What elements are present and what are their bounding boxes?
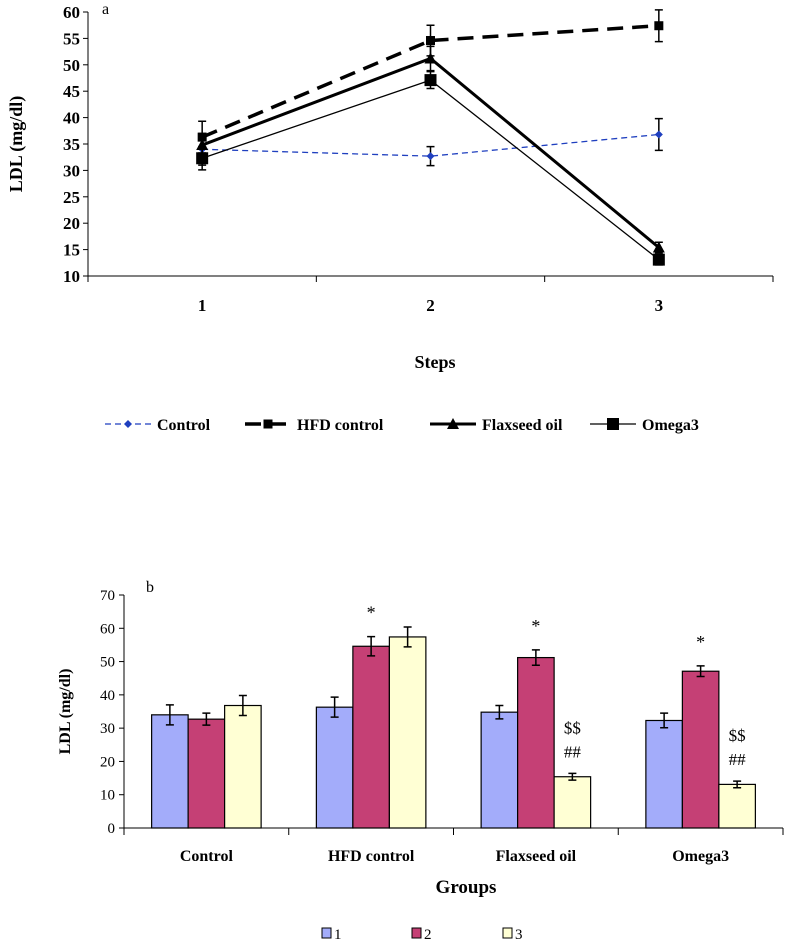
y-tick-label: 45 xyxy=(63,82,80,101)
bar xyxy=(480,711,519,829)
error-bar xyxy=(531,649,540,666)
x-tick-label: Omega3 xyxy=(672,848,729,865)
y-tick-label: 0 xyxy=(108,821,116,837)
y-tick-label: 70 xyxy=(100,588,115,604)
legend-label: Omega3 xyxy=(642,417,699,434)
significance-marker: $$ xyxy=(564,718,581,737)
series-line xyxy=(202,133,659,157)
data-point xyxy=(652,253,665,266)
error-bar xyxy=(660,712,669,729)
legend-label: 1 xyxy=(334,927,342,941)
legend-swatch xyxy=(502,927,513,939)
y-tick-label: 35 xyxy=(63,135,80,154)
bar xyxy=(224,704,262,829)
error-bar xyxy=(495,704,504,720)
x-tick-label: 3 xyxy=(655,296,664,315)
bar xyxy=(553,776,592,829)
x-tick-label: 1 xyxy=(198,296,207,315)
error-bar xyxy=(165,704,174,726)
bar xyxy=(388,636,427,829)
y-tick-label: 60 xyxy=(100,621,115,637)
y-tick-label: 10 xyxy=(100,788,115,804)
bar xyxy=(151,714,189,829)
error-bar xyxy=(330,696,339,718)
legend-label: 3 xyxy=(515,927,523,941)
line-chart-a: 10 15 20 25 30 35 40 45 50 55 60 1 2 3 Steps LDL (mg/dl… xyxy=(6,1,774,434)
data-point xyxy=(426,152,435,161)
y-tick-label: 15 xyxy=(63,241,80,260)
data-point xyxy=(654,21,664,31)
panel-label: b xyxy=(146,579,154,596)
x-axis-title: Steps xyxy=(414,352,455,372)
bar xyxy=(352,645,390,829)
error-bar xyxy=(696,665,705,678)
data-point xyxy=(652,241,665,253)
legend-swatch xyxy=(411,927,422,939)
significance-marker: * xyxy=(531,616,540,636)
error-bar xyxy=(733,780,742,789)
y-tick-label: 40 xyxy=(100,688,115,704)
y-axis-title: LDL (mg/dl) xyxy=(6,96,27,193)
series-line xyxy=(201,23,659,139)
y-tick-label: 60 xyxy=(63,3,80,22)
significance-marker: * xyxy=(367,603,376,623)
error-bar xyxy=(568,772,577,781)
x-tick-label: HFD control xyxy=(328,848,415,865)
panel-label: a xyxy=(102,1,109,18)
data-point xyxy=(426,36,435,46)
data-point xyxy=(424,74,437,87)
x-axis-title: Groups xyxy=(436,877,497,898)
y-tick-label: 30 xyxy=(100,721,115,737)
legend-label: Flaxseed oil xyxy=(482,417,563,434)
x-tick-label: 2 xyxy=(426,296,435,315)
y-tick-label: 20 xyxy=(63,214,80,233)
legend-marker xyxy=(607,418,619,430)
x-tick-label: Flaxseed oil xyxy=(496,848,577,865)
y-tick-label: 10 xyxy=(63,267,80,286)
error-bar xyxy=(403,626,412,648)
legend-label: Control xyxy=(157,417,211,434)
bar xyxy=(517,656,555,829)
y-tick-label: 25 xyxy=(63,188,80,207)
bar xyxy=(315,706,354,829)
data-point xyxy=(196,152,209,165)
legend-label: 2 xyxy=(424,927,432,941)
y-tick-label: 50 xyxy=(63,56,80,75)
y-axis-title: LDL (mg/dl) xyxy=(57,669,74,755)
significance-marker: $$ xyxy=(729,726,746,745)
legend-marker xyxy=(124,420,132,428)
significance-marker: * xyxy=(696,632,705,652)
legend-swatch xyxy=(321,927,332,939)
bar xyxy=(718,783,756,829)
bar xyxy=(681,670,720,829)
y-tick-label: 40 xyxy=(63,109,80,128)
significance-marker: ## xyxy=(564,742,582,761)
data-point xyxy=(424,52,437,64)
significance-marker: ## xyxy=(729,750,747,769)
y-tick-label: 20 xyxy=(100,754,115,770)
error-bar xyxy=(202,712,211,726)
data-point xyxy=(654,130,663,139)
error-bar xyxy=(367,635,376,657)
y-tick-label: 50 xyxy=(100,655,115,671)
bar xyxy=(187,718,226,829)
legend-marker xyxy=(447,418,459,429)
error-bar xyxy=(238,694,247,717)
y-tick-label: 30 xyxy=(63,161,80,180)
y-tick-label: 55 xyxy=(63,29,80,48)
legend-label: HFD control xyxy=(297,417,384,434)
legend-marker xyxy=(263,419,273,429)
bar xyxy=(645,719,683,829)
x-tick-label: Control xyxy=(180,848,234,865)
